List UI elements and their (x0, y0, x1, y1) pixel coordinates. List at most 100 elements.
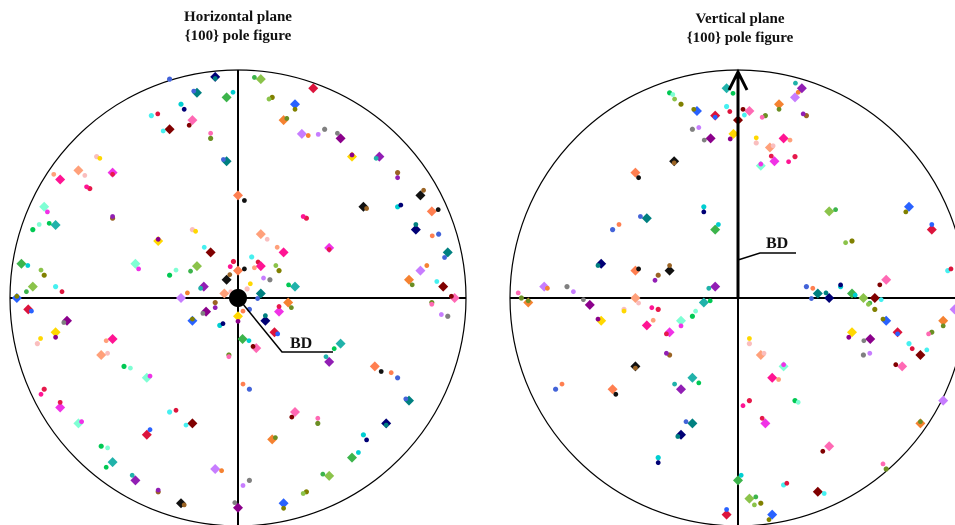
pole-point (415, 190, 426, 201)
pole-point (938, 395, 949, 406)
pole-point (38, 336, 43, 341)
pole-point (250, 344, 256, 349)
pole-point (705, 133, 716, 144)
pole-point (242, 266, 247, 272)
pole-point (649, 305, 655, 311)
pole-point (893, 362, 899, 368)
pole-point (710, 224, 721, 235)
pole-point (59, 289, 65, 295)
pole-point (758, 500, 764, 506)
pole-point (160, 128, 166, 134)
pole-point (883, 466, 889, 472)
pole-point (650, 317, 656, 323)
pole-point (61, 320, 67, 325)
pole-point (812, 288, 823, 299)
pole-point (571, 289, 576, 295)
pole-point (721, 509, 732, 520)
left-chart-title-block: Horizontal plane {100} pole figure (138, 8, 338, 46)
pole-point (273, 263, 279, 268)
pole-point (940, 323, 946, 329)
pole-point (636, 300, 641, 306)
pole-point (167, 76, 173, 82)
pole-point (322, 126, 328, 132)
pole-point (655, 306, 661, 312)
pole-point (672, 96, 677, 102)
pole-point (525, 298, 531, 304)
pole-point (130, 475, 141, 486)
pole-point (155, 236, 161, 242)
pole-point (29, 308, 34, 314)
pole-point (232, 500, 238, 506)
pole-point (50, 220, 61, 231)
pole-point (53, 284, 59, 290)
pole-point (795, 89, 801, 95)
pole-point (190, 316, 195, 322)
pole-point (347, 452, 357, 463)
pole-point (290, 99, 300, 110)
pole-point (820, 448, 826, 454)
pole-point (281, 505, 286, 511)
pole-point (242, 198, 247, 203)
pole-point (707, 298, 713, 304)
pole-point (652, 277, 658, 283)
pole-point (909, 346, 915, 352)
pole-point (356, 450, 361, 455)
pole-point (847, 327, 857, 338)
pole-point (107, 334, 118, 345)
pole-point (796, 83, 807, 94)
pole-point (38, 391, 44, 397)
pole-point (107, 457, 118, 468)
pole-point (181, 502, 187, 508)
pole-point (778, 133, 789, 144)
pole-point (404, 274, 414, 285)
pole-point (810, 285, 816, 291)
pole-point (438, 312, 444, 317)
pole-point (240, 308, 246, 314)
pole-point (767, 509, 778, 520)
pole-point (201, 244, 207, 250)
pole-point (858, 293, 869, 303)
pole-point (744, 106, 755, 117)
pole-point (373, 155, 379, 161)
pole-point (838, 282, 843, 288)
pole-point (878, 297, 884, 303)
pole-point (738, 472, 744, 478)
pole-point (320, 471, 326, 477)
pole-point (36, 222, 42, 227)
pole-point (687, 372, 698, 383)
pole-point (227, 264, 233, 270)
pole-point (861, 338, 867, 344)
pole-point (16, 258, 27, 269)
pole-point (323, 354, 329, 360)
pole-point (266, 96, 272, 102)
pole-point (865, 334, 876, 345)
pole-point (96, 350, 107, 360)
pole-point (698, 297, 709, 308)
pole-point (843, 240, 848, 246)
pole-point (267, 277, 273, 283)
pole-point (364, 437, 369, 443)
pole-point (237, 334, 248, 345)
pole-point (515, 290, 521, 296)
pole-point (442, 255, 447, 260)
pole-point (742, 112, 747, 118)
pole-point (752, 502, 757, 508)
pole-point (630, 167, 641, 178)
pole-point (610, 227, 616, 233)
pole-point (39, 201, 50, 212)
pole-point (724, 103, 730, 110)
pole-point (436, 231, 442, 237)
pole-point (769, 156, 780, 167)
pole-point (23, 304, 34, 315)
pole-point (867, 350, 873, 356)
pole-point (233, 311, 243, 322)
pole-point (246, 477, 252, 483)
pole-point (672, 381, 677, 387)
pole-point (181, 106, 187, 112)
pole-point (415, 265, 426, 276)
pole-point (442, 247, 453, 258)
pole-point (262, 313, 268, 319)
pole-point (860, 352, 867, 358)
pole-point (809, 296, 814, 301)
pole-point (895, 331, 900, 337)
